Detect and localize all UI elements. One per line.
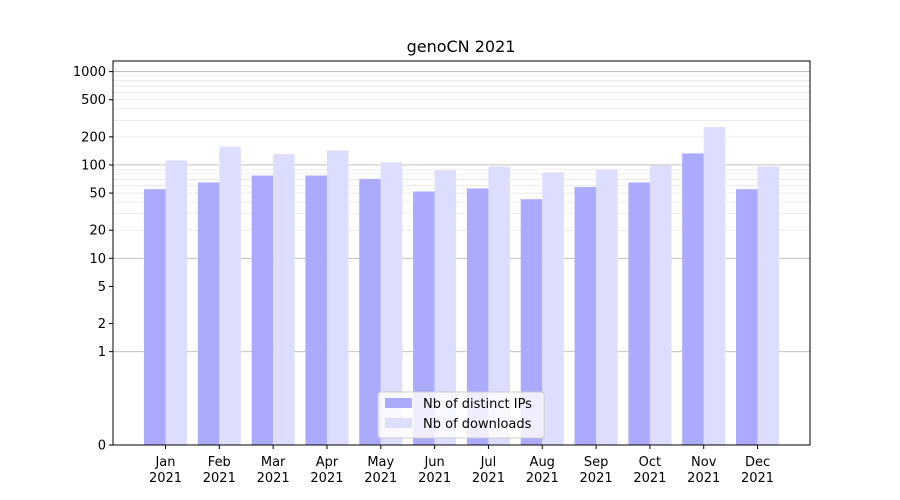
bar-distinct-ips bbox=[682, 153, 704, 445]
x-tick-label-month: Dec bbox=[745, 455, 770, 470]
bar-distinct-ips bbox=[628, 182, 650, 445]
x-tick-label-month: Jul bbox=[480, 455, 497, 470]
bar-downloads bbox=[219, 146, 241, 445]
x-tick-label-year: 2021 bbox=[633, 471, 666, 486]
bar-distinct-ips bbox=[305, 175, 327, 445]
bar-downloads bbox=[542, 172, 564, 446]
bar-downloads bbox=[488, 166, 510, 445]
y-tick-label: 0 bbox=[98, 439, 106, 454]
y-tick-label: 100 bbox=[81, 158, 106, 173]
x-tick-label-year: 2021 bbox=[580, 471, 613, 486]
x-tick-label-year: 2021 bbox=[364, 471, 397, 486]
legend-swatch bbox=[385, 418, 412, 428]
bars bbox=[143, 127, 780, 446]
bar-distinct-ips bbox=[574, 187, 597, 445]
bar-downloads bbox=[273, 154, 295, 446]
y-axis: 0 1 2 5 10 20 50 100 200 500 1000 bbox=[73, 65, 113, 454]
x-tick-label-month: May bbox=[367, 455, 394, 470]
y-tick-label: 5 bbox=[98, 280, 106, 295]
bar-distinct-ips bbox=[197, 182, 220, 445]
x-tick-label-year: 2021 bbox=[257, 471, 290, 486]
bar-distinct-ips bbox=[466, 188, 489, 445]
x-tick-label-month: Aug bbox=[530, 455, 555, 470]
chart-title: genoCN 2021 bbox=[407, 37, 516, 56]
legend-swatch bbox=[385, 398, 412, 408]
x-tick-label-month: Nov bbox=[691, 455, 717, 470]
x-tick-label-year: 2021 bbox=[310, 471, 343, 486]
bar-downloads bbox=[434, 170, 457, 445]
bar-downloads bbox=[165, 160, 188, 445]
bar-distinct-ips bbox=[413, 191, 435, 445]
bar-distinct-ips bbox=[520, 199, 543, 445]
legend: Nb of distinct IPs Nb of downloads bbox=[377, 391, 545, 439]
bar-downloads bbox=[703, 127, 726, 446]
bar-distinct-ips bbox=[251, 175, 274, 445]
y-tick-label: 20 bbox=[89, 224, 106, 239]
bar-downloads bbox=[380, 162, 403, 445]
x-tick-label-year: 2021 bbox=[526, 471, 559, 486]
y-tick-label: 500 bbox=[81, 93, 106, 108]
plot-area-frame bbox=[112, 60, 811, 446]
y-tick-label: 50 bbox=[89, 187, 106, 202]
bar-distinct-ips bbox=[736, 189, 758, 445]
x-axis: Jan2021Feb2021Mar2021Apr2021May2021Jun20… bbox=[149, 445, 774, 486]
legend-label: Nb of downloads bbox=[423, 417, 532, 432]
y-tick-label: 2 bbox=[98, 317, 106, 332]
x-tick-label-month: Feb bbox=[208, 455, 231, 470]
bar-distinct-ips bbox=[143, 189, 166, 445]
x-tick-label-year: 2021 bbox=[203, 471, 236, 486]
y-tick-label: 1 bbox=[98, 345, 106, 360]
x-tick-label-year: 2021 bbox=[741, 471, 774, 486]
y-tick-label: 10 bbox=[89, 252, 106, 267]
bar-downloads bbox=[649, 165, 672, 446]
x-tick-label-month: Jan bbox=[154, 455, 175, 470]
x-tick-label-month: Jun bbox=[423, 455, 444, 470]
x-tick-label-year: 2021 bbox=[472, 471, 505, 486]
x-tick-label-year: 2021 bbox=[687, 471, 720, 486]
x-tick-label-month: Oct bbox=[639, 455, 661, 470]
y-tick-label: 200 bbox=[81, 130, 106, 145]
x-tick-label-month: Sep bbox=[584, 455, 609, 470]
bar-distinct-ips bbox=[359, 178, 381, 445]
bar-downloads bbox=[326, 150, 349, 445]
x-tick-label-year: 2021 bbox=[149, 471, 182, 486]
x-tick-label-month: Apr bbox=[316, 455, 339, 470]
legend-label: Nb of distinct IPs bbox=[423, 397, 532, 412]
legend-box bbox=[377, 391, 545, 439]
bar-downloads bbox=[757, 166, 780, 445]
x-tick-label-month: Mar bbox=[261, 455, 286, 470]
x-tick-label-year: 2021 bbox=[418, 471, 451, 486]
bar-downloads bbox=[596, 169, 618, 445]
y-tick-label: 1000 bbox=[73, 65, 106, 80]
